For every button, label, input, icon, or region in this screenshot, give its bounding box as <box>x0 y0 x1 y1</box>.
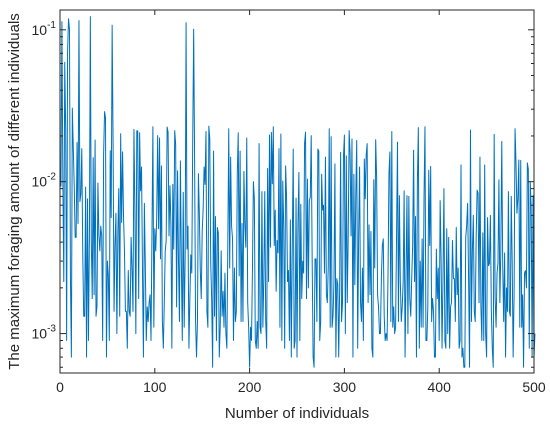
x-tick-label-300: 300 <box>333 379 357 395</box>
series-line-0 <box>60 16 536 368</box>
y-tick-label-2: 10-1 <box>32 20 57 38</box>
x-axis-label: Number of individuals <box>225 405 369 422</box>
x-tick-label-400: 400 <box>428 379 452 395</box>
x-tick-label-0: 0 <box>56 379 64 395</box>
series-layer <box>60 16 536 368</box>
axes-box <box>59 9 535 374</box>
y-tick-label-1: 10-2 <box>32 172 57 190</box>
x-tick-label-200: 200 <box>238 379 262 395</box>
ticks-layer: 0 100 200 300 400 500 10-3 10-2 10-1 <box>32 10 546 395</box>
y-tick-label-0: 10-3 <box>32 324 57 342</box>
y-axis-label: The maximum foraging amount of different… <box>6 13 23 370</box>
x-tick-label-500: 500 <box>522 379 546 395</box>
x-tick-label-100: 100 <box>143 379 167 395</box>
